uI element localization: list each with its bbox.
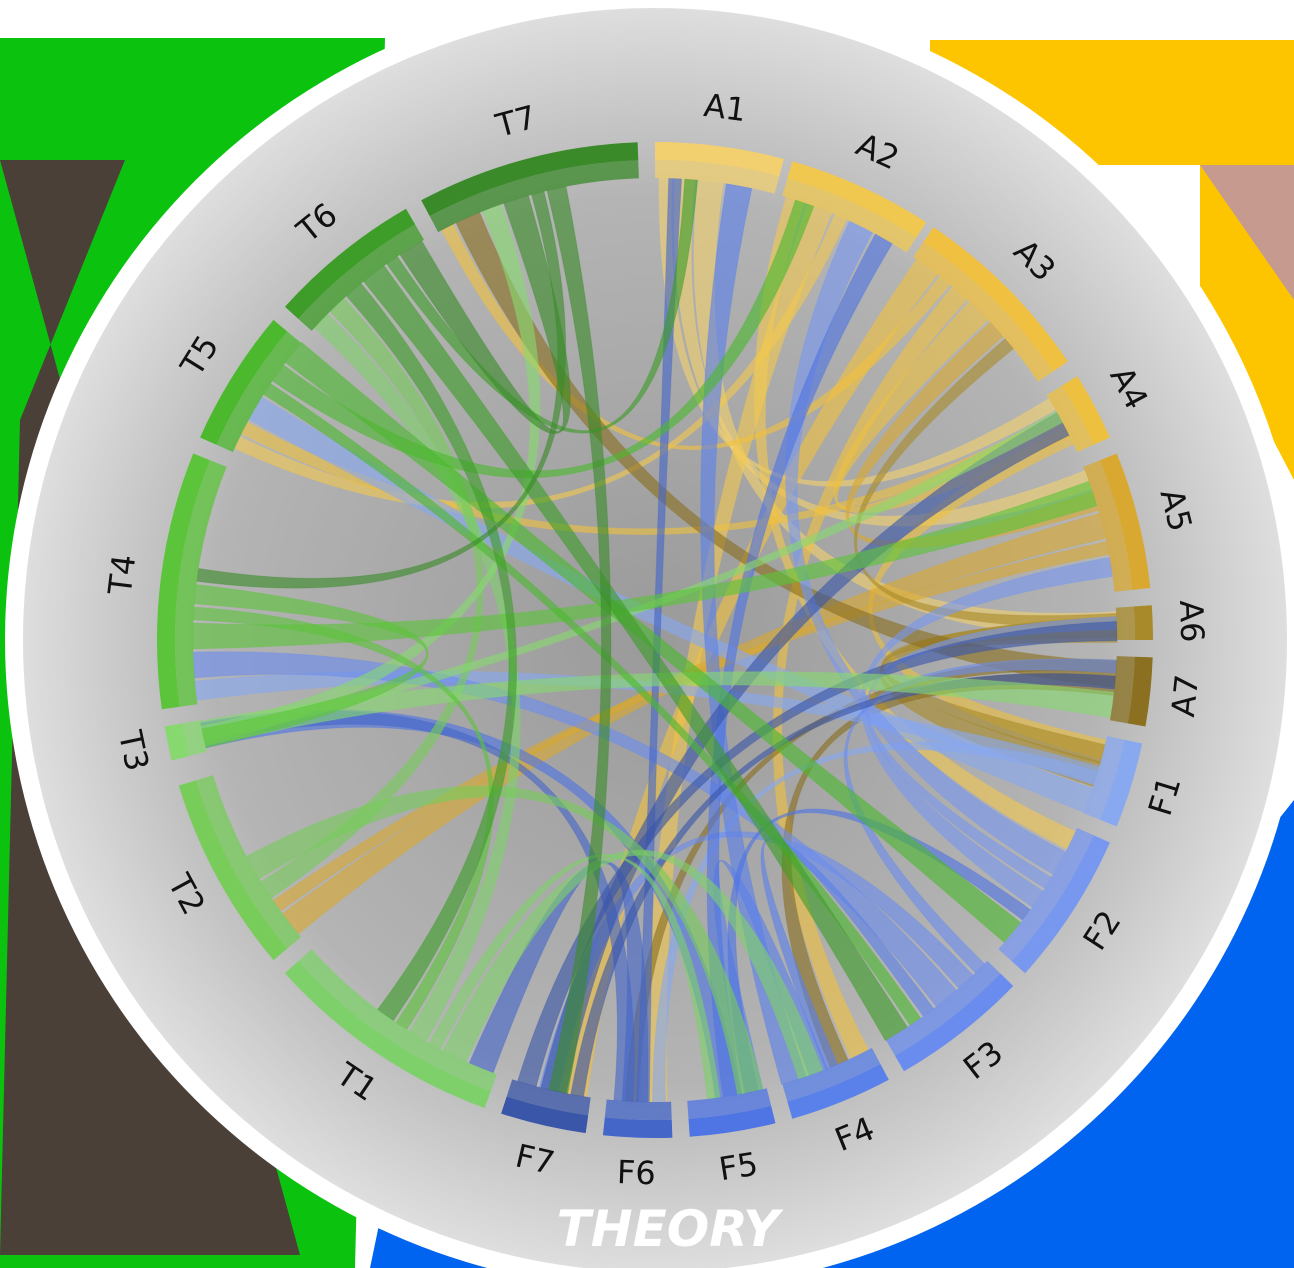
chord	[727, 808, 1031, 1094]
node-label: A1	[702, 86, 749, 129]
ribbon-base	[782, 178, 917, 253]
photo-right	[1200, 165, 1294, 300]
ribbon-base	[1083, 460, 1133, 592]
ribbon-base	[1083, 736, 1125, 820]
node-arc	[923, 227, 1068, 372]
chord	[196, 190, 567, 589]
node-arc	[895, 973, 1014, 1072]
ribbon-base	[195, 775, 302, 949]
node-arc	[157, 453, 210, 710]
node-arc	[1127, 656, 1153, 727]
node-arc	[284, 961, 491, 1108]
ribbon-base	[216, 331, 302, 453]
chord	[843, 658, 1118, 974]
node-label: F5	[716, 1145, 760, 1189]
chord	[428, 853, 721, 1100]
ribbon-base	[298, 224, 424, 331]
ribbon-base	[687, 1088, 772, 1119]
chord	[200, 203, 541, 746]
node-arc	[787, 1063, 889, 1119]
node-arc	[284, 208, 415, 319]
node-arc	[1100, 739, 1143, 827]
arcs	[157, 142, 1153, 1138]
node-label: T3	[111, 726, 157, 774]
node-arc	[421, 142, 639, 217]
ribbon-base	[604, 1099, 672, 1120]
chord	[570, 673, 1117, 1098]
node-label: A7	[1164, 673, 1206, 719]
node-label: F7	[512, 1136, 558, 1182]
ribbon-base	[1115, 606, 1135, 640]
ribbon-base	[506, 1079, 591, 1116]
chord	[785, 220, 1067, 876]
node-arc	[1011, 835, 1110, 974]
node-label: T4	[101, 552, 144, 597]
node-arc	[1100, 453, 1151, 590]
chord	[246, 785, 764, 1096]
title: THEORY	[557, 1200, 785, 1258]
node-label: A6	[1172, 599, 1211, 643]
node-arc	[164, 723, 190, 761]
ribbon-base	[655, 160, 780, 194]
node-arc	[178, 780, 288, 961]
node-arc	[655, 142, 784, 177]
chord	[860, 556, 1114, 908]
ribbon-base	[1109, 656, 1135, 724]
node-arc	[501, 1096, 589, 1134]
ribbon-base	[182, 720, 207, 757]
chord	[652, 741, 1099, 1103]
chord	[760, 837, 935, 1070]
chord	[546, 186, 612, 1095]
chord	[845, 321, 1100, 549]
ribbon-base	[175, 460, 227, 707]
node-arc	[1133, 605, 1153, 640]
ribbon-base	[782, 1047, 881, 1102]
ribbon-base	[1046, 385, 1094, 453]
ribbon-base	[998, 827, 1094, 962]
chord	[700, 182, 807, 1085]
ribbon-base	[429, 160, 639, 233]
node-arc	[1062, 376, 1110, 445]
ribbon-base	[886, 960, 1001, 1056]
node-arc	[602, 1117, 673, 1138]
node-arc	[787, 161, 927, 238]
chord	[260, 297, 484, 899]
ribbon-base	[913, 242, 1053, 382]
chord	[442, 849, 824, 1080]
ribbon-base	[298, 949, 497, 1092]
node-arc	[688, 1105, 776, 1137]
blue-frame	[370, 800, 1294, 1268]
node-arc	[200, 319, 288, 445]
node-label: F6	[616, 1153, 656, 1192]
